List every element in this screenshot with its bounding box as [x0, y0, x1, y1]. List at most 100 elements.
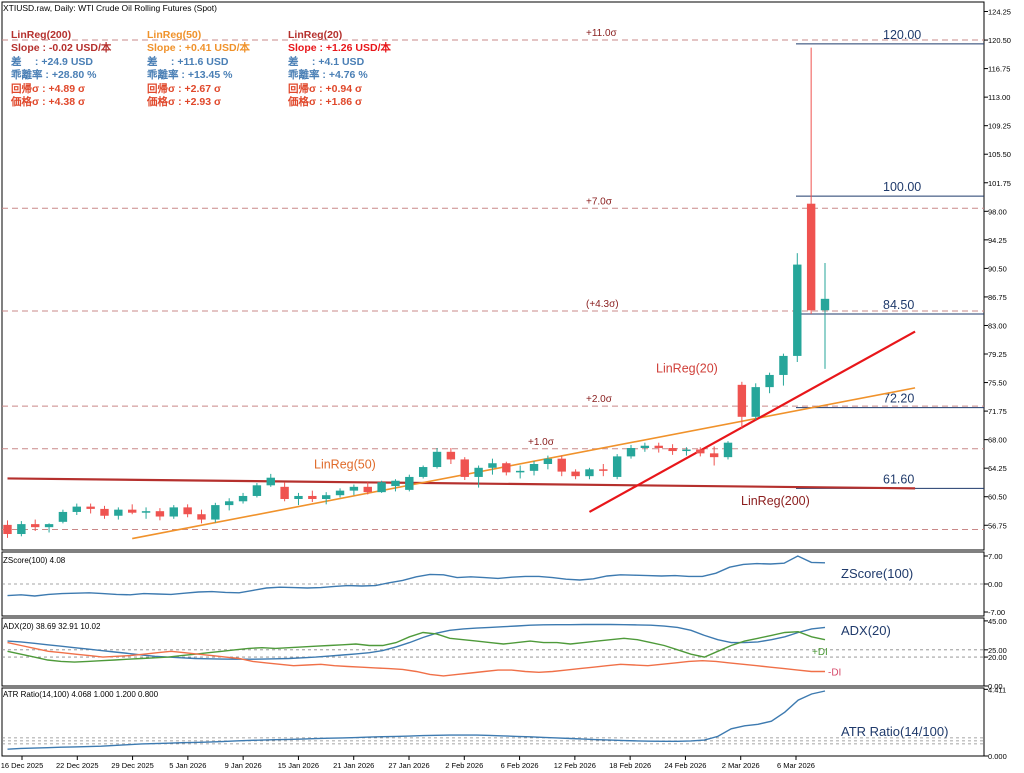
- stats-lr50-slope: Slope : +0.41 USD/本: [147, 42, 250, 55]
- zscore-y-tick-label: -7.00: [988, 608, 1005, 617]
- stats-lr20-dev: 乖離率 : +4.76 %: [288, 69, 368, 82]
- candle-body: [349, 486, 359, 491]
- atr-big-label: ATR Ratio(14/100): [841, 724, 949, 739]
- x-axis-tick-label: 15 Jan 2026: [278, 761, 319, 770]
- candle-body: [280, 486, 289, 500]
- price-y-tick-label: 124.25: [988, 8, 1011, 17]
- stats-lr200-dev: 乖離率 : +28.80 %: [11, 69, 97, 82]
- candle-body: [668, 448, 677, 452]
- candle-body: [418, 467, 428, 477]
- stats-linreg200: LinReg(200) Slope : -0.02 USD/本 差 : +24.…: [11, 29, 111, 109]
- price-y-tick-label: 98.00: [988, 207, 1007, 216]
- candle-body: [3, 524, 12, 535]
- candle-body: [114, 509, 123, 516]
- x-axis-tick-label: 9 Jan 2026: [225, 761, 262, 770]
- price-y-tick-label: 120.50: [988, 36, 1011, 45]
- zscore-big-label: ZScore(100): [841, 566, 914, 581]
- regression-line-linreg50: [132, 387, 916, 540]
- candle-body: [211, 505, 220, 520]
- price-y-tick-label: 56.75: [988, 521, 1007, 530]
- price-y-tick-label: 68.00: [988, 436, 1007, 445]
- stats-lr200-diff: 差 : +24.9 USD: [11, 55, 93, 68]
- candle-body: [238, 495, 248, 502]
- zscore-y-tick-label: 0.00: [988, 580, 1003, 589]
- stats-lr50-reg-sigma: 回帰σ : +2.67 σ: [147, 82, 222, 95]
- candle-body: [183, 507, 192, 515]
- price-level-label: 61.60: [883, 472, 914, 486]
- price-y-tick-label: 113.00: [988, 93, 1010, 102]
- price-level-label: 84.50: [883, 298, 914, 312]
- candle-body: [599, 469, 608, 471]
- atr-pane-header: ATR Ratio(14,100) 4.068 1.000 1.200 0.80…: [3, 690, 159, 699]
- candle-body: [474, 467, 483, 477]
- candle-body: [377, 482, 386, 493]
- candle-body: [155, 511, 165, 517]
- candle-body: [141, 511, 151, 513]
- candle-body: [696, 449, 705, 454]
- candle-body: [128, 509, 137, 513]
- stats-lr200-title: LinReg(200): [11, 29, 72, 41]
- price-y-tick-label: 79.25: [988, 350, 1007, 359]
- x-axis-tick-label: 12 Feb 2026: [554, 761, 596, 770]
- candle-body: [391, 480, 400, 487]
- candle-body: [335, 490, 345, 496]
- candle-body: [820, 298, 830, 311]
- stats-lr50-diff: 差 : +11.6 USD: [147, 55, 229, 68]
- candle-body: [224, 501, 234, 506]
- adx-series--di: [7, 641, 825, 677]
- candle-body: [31, 524, 40, 528]
- x-axis-tick-label: 5 Jan 2026: [169, 761, 206, 770]
- minus-di-label: -DI: [828, 668, 841, 679]
- candle-body: [682, 449, 691, 452]
- zscore-series-zscore-100-: [7, 555, 826, 597]
- x-axis-tick-label: 16 Dec 2025: [1, 761, 44, 770]
- price-y-tick-label: 109.25: [988, 122, 1011, 131]
- zscore-y-tick-label: 7.00: [988, 552, 1003, 561]
- adx-pane-header: ADX(20) 38.69 32.91 10.02: [3, 622, 101, 631]
- price-level-label: 72.20: [883, 392, 914, 406]
- candle-body: [737, 384, 747, 417]
- stats-lr50-dev: 乖離率 : +13.45 %: [147, 69, 233, 82]
- sigma-band-label: +11.0σ: [586, 28, 618, 39]
- candle-body: [405, 476, 414, 490]
- price-y-tick-label: 105.50: [988, 150, 1011, 159]
- x-axis-tick-label: 22 Dec 2025: [56, 761, 99, 770]
- candle-body: [626, 448, 636, 457]
- candle-body: [751, 387, 760, 417]
- price-y-tick-label: 90.50: [988, 264, 1007, 273]
- price-y-tick-label: 86.75: [988, 293, 1007, 302]
- price-y-tick-label: 71.75: [988, 407, 1007, 416]
- stats-lr200-reg-sigma: 回帰σ : +4.89 σ: [11, 82, 86, 95]
- sigma-band-label: +1.0σ: [528, 437, 555, 448]
- candle-body: [432, 451, 442, 468]
- candle-body: [197, 514, 206, 520]
- candle-body: [585, 469, 594, 477]
- x-axis-tick-label: 2 Feb 2026: [445, 761, 483, 770]
- price-level-label: 120.00: [883, 28, 921, 42]
- candle-body: [58, 511, 68, 522]
- candle-body: [806, 203, 816, 311]
- stats-lr20-title: LinReg(20): [288, 29, 343, 41]
- candle-body: [321, 495, 331, 500]
- candle-body: [654, 445, 663, 449]
- candle-body: [100, 508, 109, 516]
- x-axis-tick-label: 29 Dec 2025: [111, 761, 154, 770]
- zscore-pane-header: ZScore(100) 4.08: [3, 556, 66, 565]
- candle-body: [640, 445, 650, 449]
- candle-body: [169, 507, 178, 517]
- price-y-tick-label: 94.25: [988, 236, 1007, 245]
- stats-lr200-price-sigma: 価格σ : +4.38 σ: [11, 95, 86, 108]
- plus-di-label: +DI: [812, 647, 828, 658]
- candle-body: [557, 458, 566, 472]
- x-axis-tick-label: 24 Feb 2026: [664, 761, 706, 770]
- price-y-tick-label: 101.75: [988, 179, 1011, 188]
- stats-lr200-slope: Slope : -0.02 USD/本: [11, 42, 112, 55]
- candle-body: [612, 456, 622, 477]
- candle-body: [252, 485, 262, 496]
- candle-body: [723, 442, 733, 458]
- price-pane-frame: [1, 1, 985, 551]
- x-axis-tick-label: 6 Feb 2026: [501, 761, 539, 770]
- x-axis-tick-label: 2 Mar 2026: [722, 761, 760, 770]
- adx-y-tick-label: 45.00: [988, 617, 1007, 626]
